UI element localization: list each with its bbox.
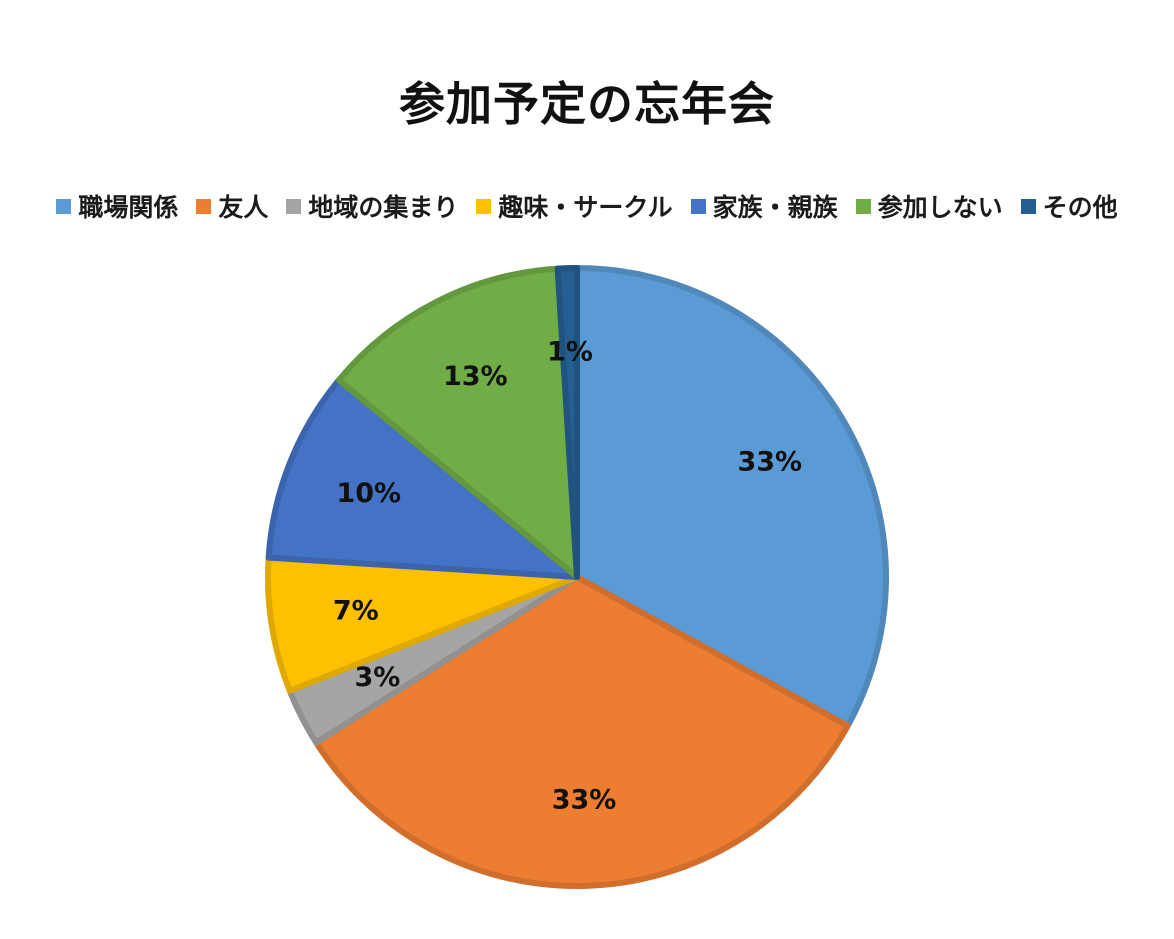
legend-item: 家族・親族 [690,188,838,224]
legend-item: 友人 [196,188,268,224]
legend-swatch [476,198,492,214]
legend-label: 友人 [218,193,269,222]
slice-data-label: 3% [354,662,400,693]
legend-swatch [196,198,212,214]
pie-slice [335,265,580,580]
pie-slice [574,265,889,729]
legend-label: 趣味・サークル [498,193,673,222]
legend-item: 参加しない [855,188,1003,224]
slice-data-label: 33% [552,784,617,815]
chart-title: 参加予定の忘年会 [399,77,775,131]
slice-data-label: 7% [333,596,379,627]
legend-item: 職場関係 [56,188,178,224]
legend-swatch [56,198,72,214]
legend-label: 参加しない [877,193,1003,222]
slice-data-label: 33% [737,446,802,477]
pie-slice [265,554,580,694]
legend-swatch [1020,198,1036,214]
slice-data-label: 10% [336,478,401,509]
legend-item: 地域の集まり [286,188,458,224]
legend-label: 職場関係 [78,193,179,222]
pie-slice [313,574,851,889]
legend-label: 家族・親族 [712,193,838,222]
legend-swatch [690,198,706,214]
pie-slice [554,265,580,580]
legend-label: 地域の集まり [308,193,459,222]
slice-data-label: 1% [547,337,593,368]
chart-legend: 職場関係 友人 地域の集まり 趣味・サークル 家族・親族 参加しない その他 [0,188,1174,224]
legend-swatch [855,198,871,214]
pie-slice [265,377,580,580]
legend-item: その他 [1020,188,1118,224]
legend-label: その他 [1042,193,1118,222]
slice-data-label: 13% [443,361,508,392]
legend-swatch [286,198,302,214]
legend-item: 趣味・サークル [476,188,673,224]
